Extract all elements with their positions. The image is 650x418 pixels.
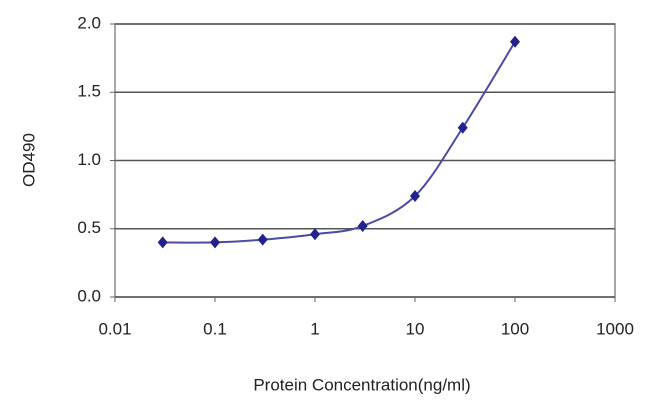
data-point [410,189,420,202]
x-axis-label: Protein Concentration(ng/ml) [253,375,470,394]
y-tick-label: 1.5 [77,82,101,101]
data-point [357,220,368,233]
x-tick-label: 10 [406,319,425,338]
x-tick-label: 100 [501,319,529,338]
y-tick-label: 0.5 [77,218,101,237]
x-tick-label: 1000 [596,319,634,338]
x-tick-label: 1 [310,319,319,338]
data-point [510,35,520,48]
x-tick-label: 0.1 [203,319,227,338]
y-tick-label: 2.0 [77,13,101,32]
data-point [157,236,168,249]
data-point [210,236,220,249]
y-tick-label: 0.0 [77,286,101,305]
y-tick-label: 1.0 [77,150,101,169]
data-point [310,228,320,241]
x-tick-label: 0.01 [98,319,131,338]
data-point [257,233,268,246]
y-axis-label: OD490 [19,133,38,187]
data-point [457,121,468,134]
